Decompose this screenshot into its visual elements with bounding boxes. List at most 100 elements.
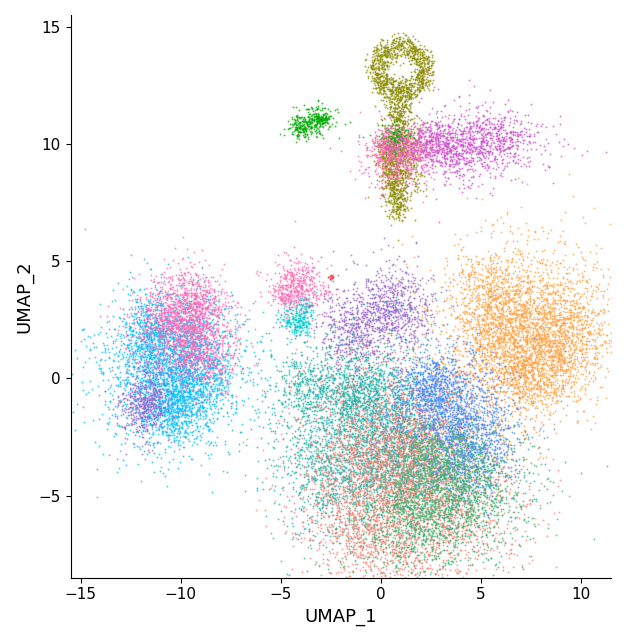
Point [178, 364, 188, 374]
Point [380, 445, 390, 455]
Point [450, 167, 460, 178]
Point [389, 432, 399, 442]
Point [387, 131, 397, 141]
Point [197, 334, 207, 344]
Point [322, 380, 332, 390]
Point [527, 318, 537, 328]
Point [185, 387, 195, 397]
Point [541, 403, 552, 413]
Point [372, 306, 382, 316]
Point [401, 528, 411, 538]
Point [383, 308, 393, 318]
Point [413, 360, 423, 370]
Point [511, 310, 521, 320]
Point [400, 413, 410, 424]
Point [202, 320, 212, 331]
Point [423, 434, 433, 444]
Point [477, 461, 487, 471]
Point [525, 296, 535, 306]
Point [370, 544, 380, 554]
Point [426, 144, 436, 154]
Point [429, 379, 439, 389]
Point [396, 168, 406, 178]
Point [374, 474, 384, 484]
Point [376, 153, 386, 163]
Point [368, 369, 378, 379]
Point [391, 560, 401, 570]
Point [454, 517, 464, 528]
Point [414, 137, 424, 147]
Point [192, 278, 202, 288]
Point [284, 300, 294, 310]
Point [202, 320, 212, 330]
Point [493, 333, 503, 343]
Point [386, 85, 396, 95]
Point [186, 261, 196, 271]
Point [444, 388, 454, 398]
Point [411, 467, 421, 477]
Point [562, 326, 572, 336]
Point [358, 449, 368, 460]
Point [157, 344, 167, 354]
Point [334, 430, 344, 440]
Point [522, 315, 532, 325]
Point [464, 346, 474, 356]
Point [506, 273, 516, 283]
Point [179, 371, 189, 381]
Point [393, 115, 403, 125]
Point [416, 338, 426, 349]
Point [180, 427, 190, 437]
Point [396, 132, 406, 142]
Point [382, 46, 392, 56]
Point [398, 150, 408, 160]
Point [436, 462, 446, 472]
Point [146, 419, 156, 429]
Point [533, 309, 543, 319]
Point [458, 390, 468, 400]
Point [317, 412, 327, 422]
Point [220, 374, 230, 385]
Point [501, 447, 511, 457]
Point [306, 397, 316, 407]
Point [193, 343, 203, 353]
Point [177, 417, 187, 428]
Point [391, 174, 401, 185]
Point [335, 389, 345, 399]
Point [176, 267, 186, 277]
Point [454, 495, 464, 505]
Point [468, 438, 478, 449]
Point [480, 441, 490, 451]
Point [442, 372, 452, 383]
Point [339, 563, 349, 574]
Point [394, 492, 404, 502]
Point [466, 544, 476, 554]
Point [455, 450, 465, 460]
Point [504, 333, 514, 344]
Point [397, 336, 407, 346]
Point [213, 406, 223, 417]
Point [124, 360, 134, 370]
Point [389, 413, 399, 424]
Point [198, 286, 208, 296]
Point [318, 109, 328, 119]
Point [235, 362, 245, 372]
Point [443, 140, 453, 150]
Point [127, 403, 137, 413]
Point [294, 429, 304, 440]
Point [464, 321, 475, 331]
Point [450, 464, 460, 474]
Point [424, 488, 434, 498]
Point [392, 113, 402, 123]
Point [420, 131, 430, 141]
Point [408, 415, 418, 425]
Point [146, 318, 156, 328]
Point [372, 453, 382, 463]
Point [431, 529, 441, 540]
Point [401, 384, 411, 394]
Point [423, 525, 433, 535]
Point [411, 91, 421, 101]
Point [298, 401, 308, 412]
Point [182, 244, 192, 254]
Point [416, 473, 426, 483]
Point [318, 364, 328, 374]
